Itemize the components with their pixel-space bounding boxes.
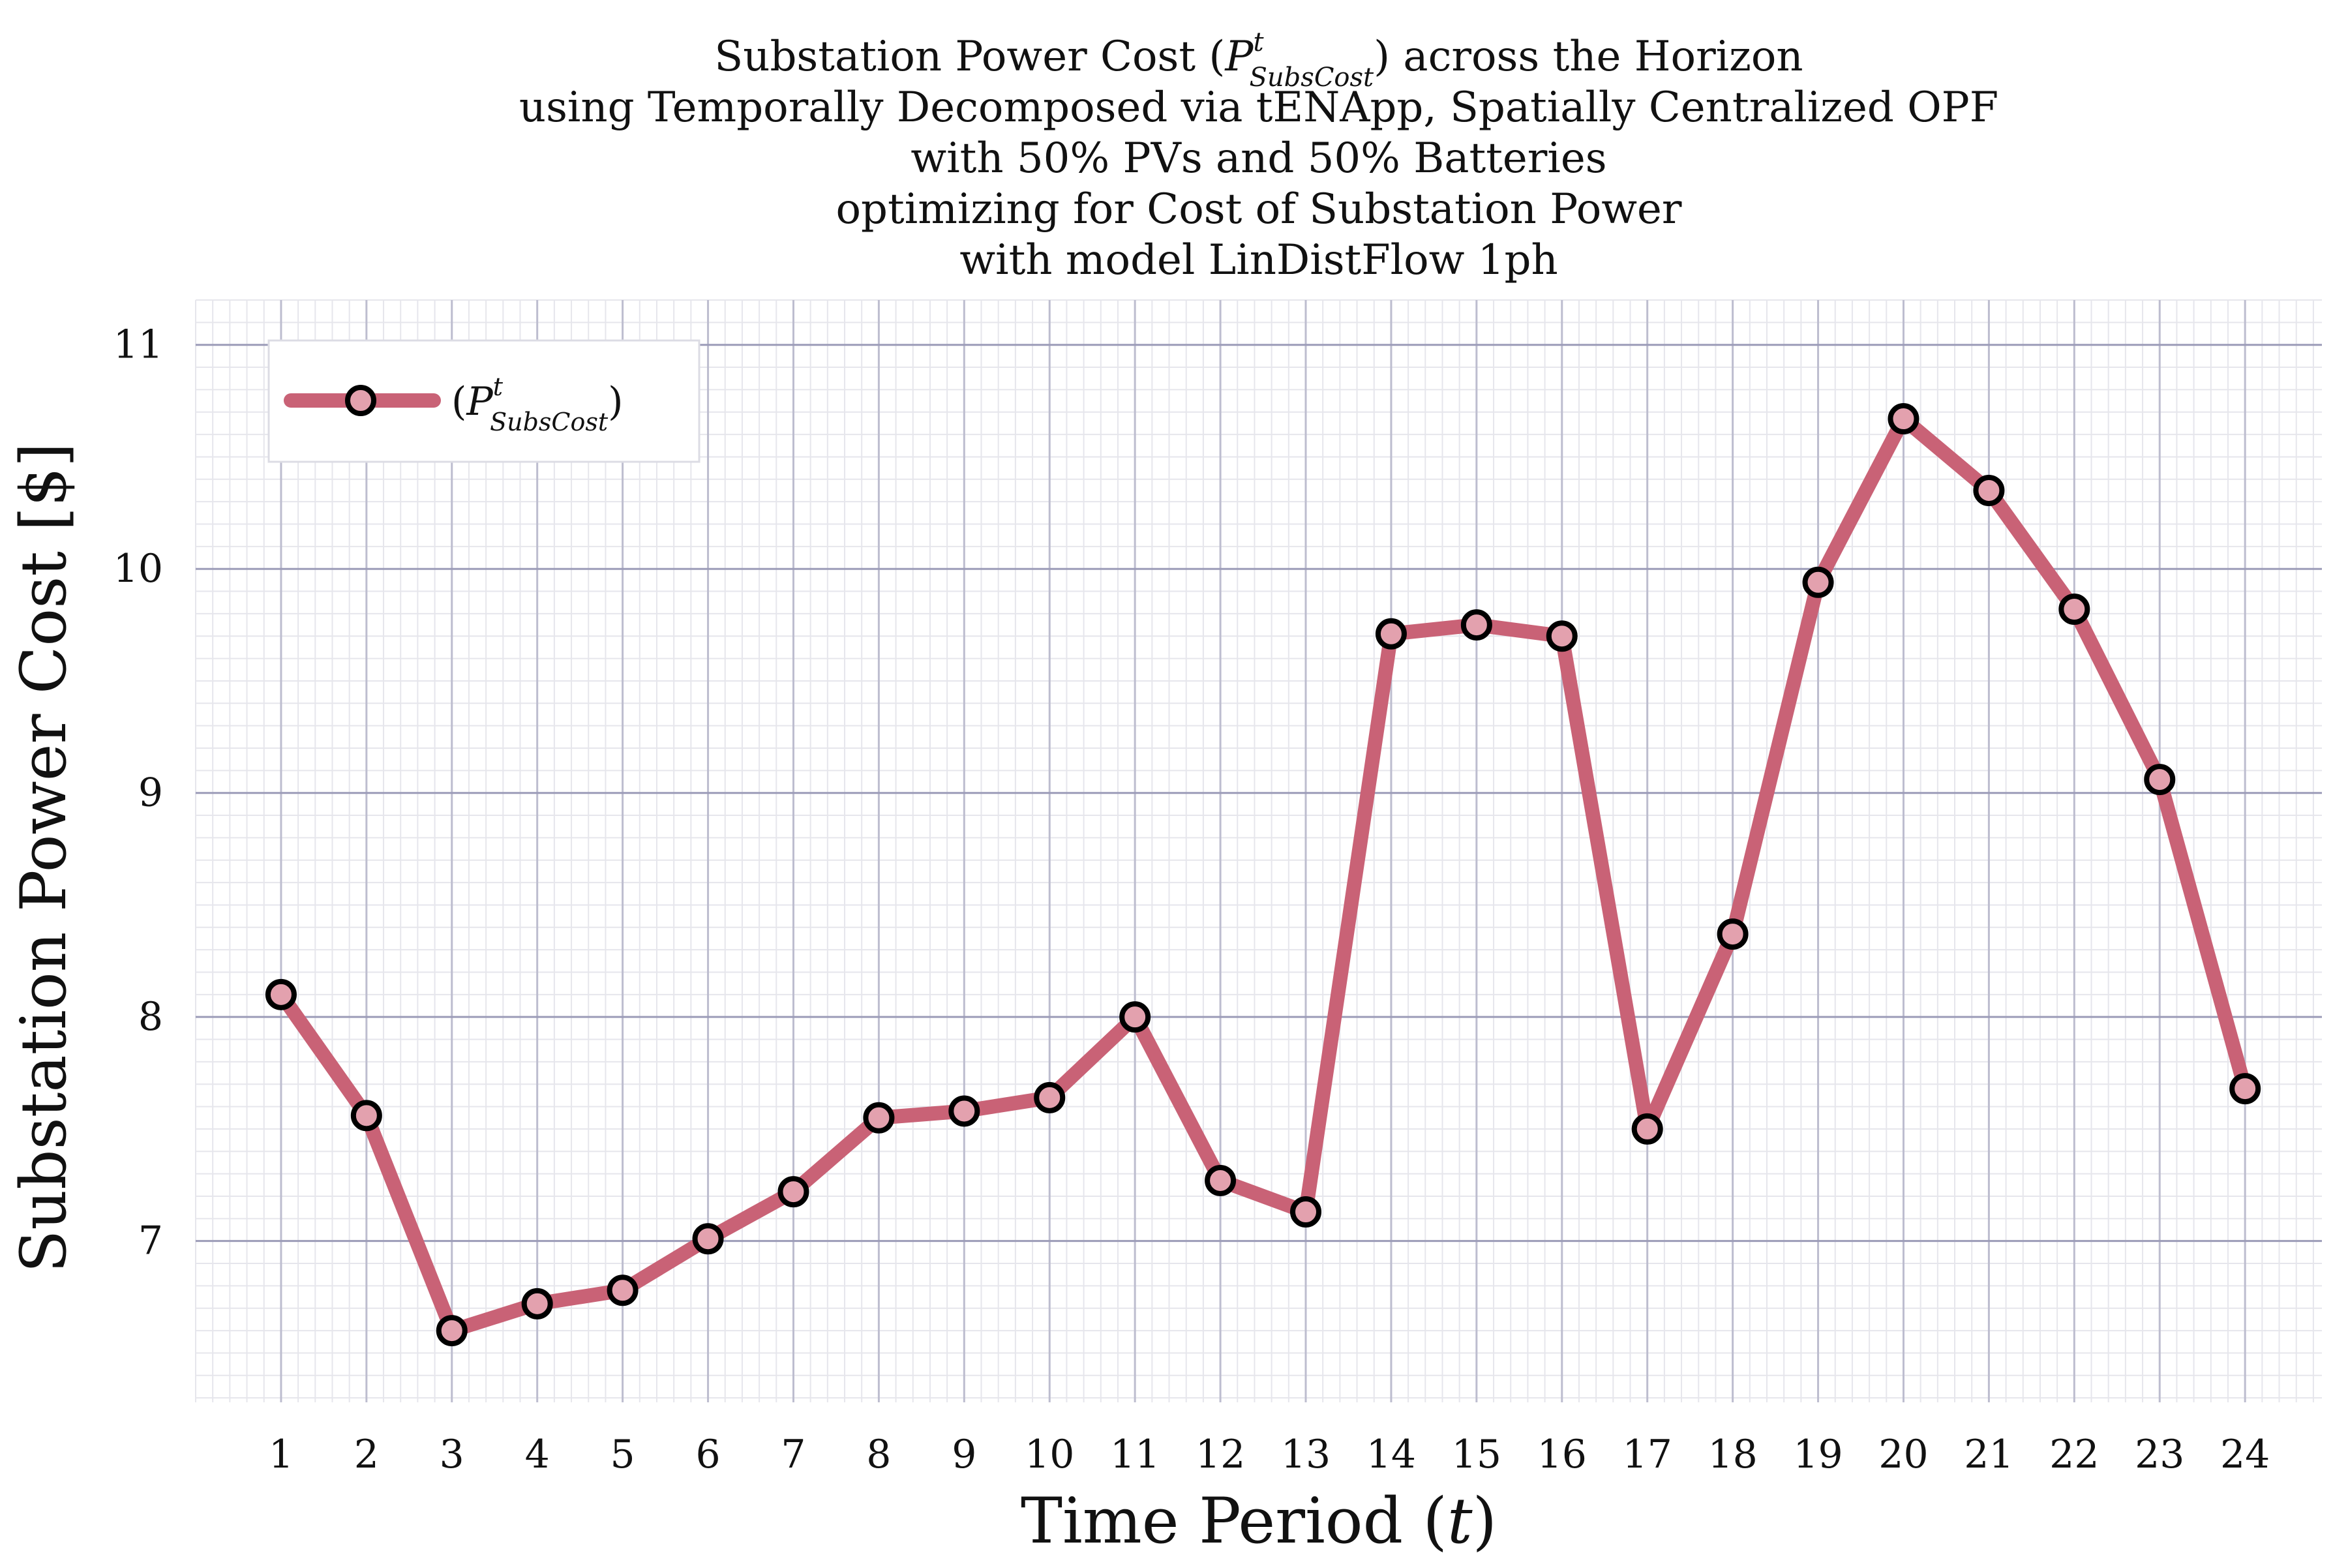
data-point [350, 1100, 382, 1132]
series-line [273, 412, 2253, 1338]
x-tick-label: 8 [866, 1432, 891, 1477]
x-tick-label: 22 [2049, 1432, 2099, 1477]
data-point [265, 978, 297, 1010]
title-line-1: Substation Power Cost (Pt SubsCost) acros… [714, 27, 1803, 93]
x-tick-label: 20 [1878, 1432, 1928, 1477]
x-axis-ticks: 1 2 3 4 5 6 7 8 9 10 11 12 13 14 15 16 17 18 19 20 21 22 23 24 [269, 1432, 2270, 1477]
data-point [1888, 403, 1919, 435]
x-tick-label: 2 [354, 1432, 379, 1477]
x-tick-label: 16 [1537, 1432, 1587, 1477]
data-point [1119, 1001, 1151, 1033]
title-line-3: with 50% PVs and 50% Batteries [911, 134, 1606, 183]
data-point [1290, 1196, 1322, 1228]
x-tick-label: 3 [440, 1432, 464, 1477]
data-point [863, 1102, 895, 1134]
x-tick-label: 19 [1793, 1432, 1843, 1477]
x-tick-label: 24 [2220, 1432, 2270, 1477]
data-point [1717, 918, 1749, 950]
data-point [1973, 474, 2005, 506]
data-point [777, 1176, 809, 1208]
y-tick-label: 7 [138, 1218, 163, 1264]
x-tick-label: 21 [1964, 1432, 2013, 1477]
y-tick-label: 10 [113, 546, 163, 592]
data-point [436, 1315, 468, 1347]
y-axis-ticks: 7 8 9 10 11 [113, 322, 163, 1264]
y-axis-label: Substation Power Cost [$] [7, 442, 80, 1273]
x-tick-label: 10 [1025, 1432, 1074, 1477]
data-point [948, 1095, 980, 1127]
title-line-2: using Temporally Decomposed via tENApp, … [519, 83, 1998, 132]
x-tick-label: 14 [1366, 1432, 1416, 1477]
x-tick-label: 13 [1281, 1432, 1331, 1477]
title-line-5: with model LinDistFlow 1ph [959, 236, 1558, 284]
chart-title: Substation Power Cost (Pt SubsCost) acros… [519, 27, 1998, 284]
data-point [1460, 609, 1492, 641]
x-axis-label: Time Period (t) [1021, 1485, 1497, 1558]
data-point [692, 1223, 724, 1255]
series [265, 403, 2261, 1347]
legend: (Pt SubsCost) [267, 339, 700, 463]
data-point [2058, 594, 2090, 626]
data-point [2229, 1073, 2261, 1105]
x-tick-label: 12 [1196, 1432, 1245, 1477]
x-tick-label: 5 [610, 1432, 635, 1477]
legend-marker-swatch [345, 385, 376, 416]
data-point [521, 1288, 553, 1319]
data-point [1034, 1081, 1066, 1113]
x-tick-label: 1 [269, 1432, 294, 1477]
legend-label: (Pt SubsCost) [451, 372, 624, 436]
data-point [1205, 1164, 1237, 1196]
data-point [1802, 566, 1834, 598]
x-tick-label: 11 [1110, 1432, 1160, 1477]
y-tick-label: 9 [138, 770, 163, 816]
grid [195, 299, 2322, 1402]
y-tick-label: 8 [138, 994, 163, 1040]
x-tick-label: 9 [952, 1432, 976, 1477]
x-tick-label: 7 [781, 1432, 805, 1477]
data-point [1631, 1113, 1663, 1145]
x-tick-label: 4 [525, 1432, 550, 1477]
data-point [607, 1274, 639, 1306]
x-tick-label: 23 [2135, 1432, 2184, 1477]
data-point [1546, 620, 1578, 652]
x-tick-label: 18 [1708, 1432, 1757, 1477]
x-tick-label: 6 [695, 1432, 720, 1477]
x-tick-label: 17 [1623, 1432, 1672, 1477]
y-tick-label: 11 [113, 322, 163, 368]
x-tick-label: 15 [1452, 1432, 1501, 1477]
data-point [1375, 618, 1407, 650]
title-line-4: optimizing for Cost of Substation Power [836, 185, 1682, 234]
data-point [2144, 764, 2176, 796]
